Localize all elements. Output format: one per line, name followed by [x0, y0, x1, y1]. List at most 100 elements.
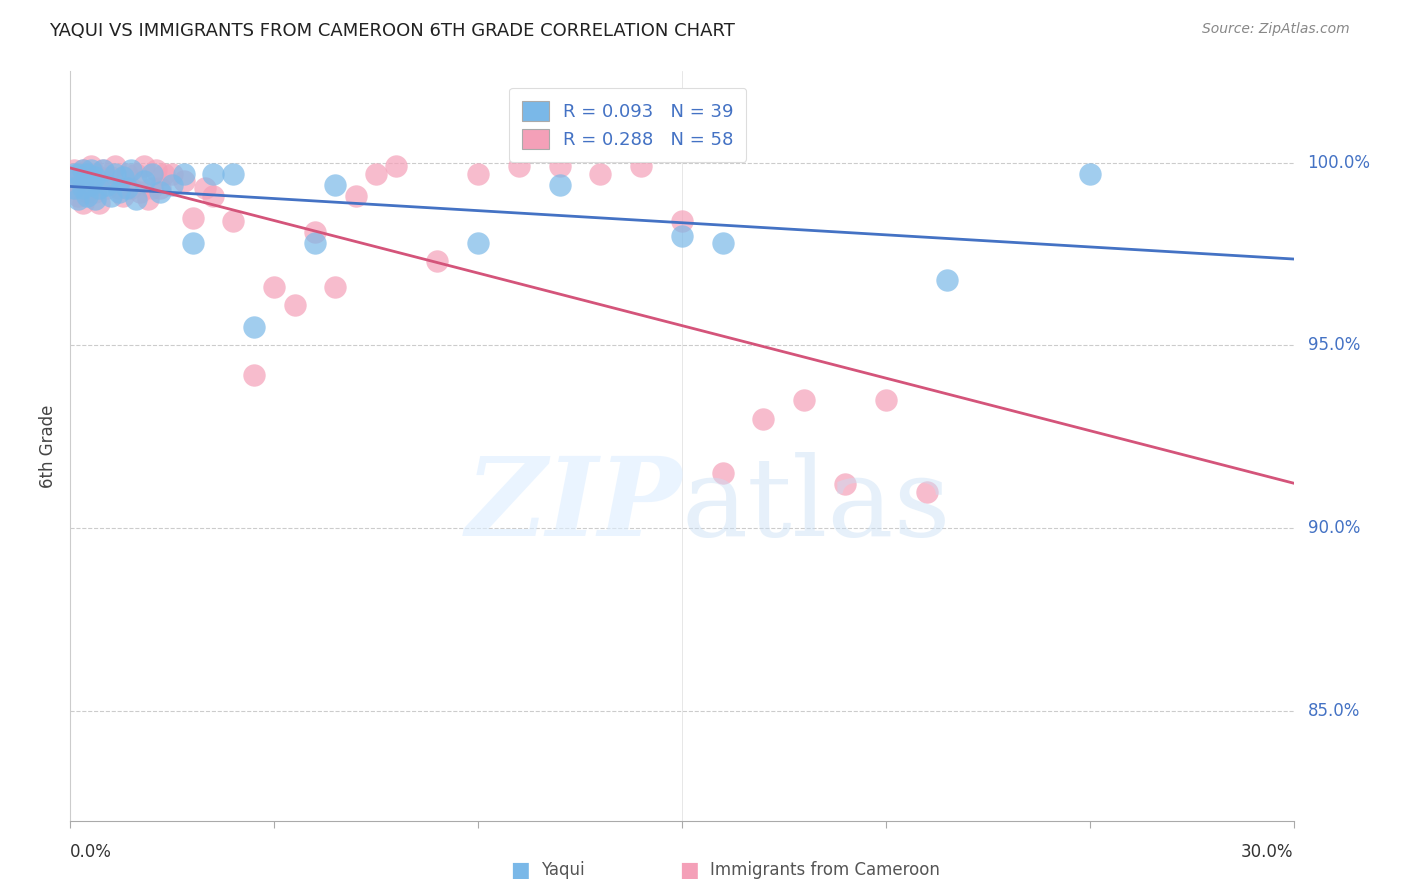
Point — [72, 181, 94, 195]
Point — [467, 167, 489, 181]
Point — [711, 236, 734, 251]
Point — [121, 163, 143, 178]
Point — [108, 185, 131, 199]
Point — [141, 167, 163, 181]
Point — [202, 167, 225, 181]
Point — [112, 170, 135, 185]
Point — [87, 181, 110, 195]
Point — [173, 174, 195, 188]
Text: Source: ZipAtlas.com: Source: ZipAtlas.com — [1202, 22, 1350, 37]
Point — [385, 160, 408, 174]
Point — [366, 167, 388, 181]
Point — [344, 188, 367, 202]
Point — [67, 167, 90, 181]
Text: ZIP: ZIP — [465, 452, 682, 559]
Point — [793, 393, 815, 408]
Point — [72, 163, 94, 178]
Point — [136, 192, 159, 206]
Point — [323, 178, 347, 192]
Point — [124, 192, 146, 206]
Point — [72, 163, 94, 178]
Point — [875, 393, 897, 408]
Point — [508, 160, 530, 174]
Point — [67, 188, 90, 202]
Point — [132, 160, 155, 174]
Point — [100, 188, 122, 202]
Text: 85.0%: 85.0% — [1308, 702, 1360, 720]
Point — [128, 185, 150, 199]
Point — [96, 178, 118, 192]
Text: 100.0%: 100.0% — [1308, 153, 1371, 172]
Point — [63, 167, 86, 181]
Text: Immigrants from Cameroon: Immigrants from Cameroon — [710, 861, 939, 879]
Point — [243, 320, 266, 334]
Point — [72, 196, 94, 211]
Point — [1078, 167, 1101, 181]
Point — [194, 181, 217, 195]
Text: YAQUI VS IMMIGRANTS FROM CAMEROON 6TH GRADE CORRELATION CHART: YAQUI VS IMMIGRANTS FROM CAMEROON 6TH GR… — [49, 22, 735, 40]
Point — [79, 160, 103, 174]
Point — [548, 160, 571, 174]
Point — [87, 170, 110, 185]
Point — [936, 273, 959, 287]
Point — [87, 196, 110, 211]
Point — [153, 167, 176, 181]
Point — [124, 167, 146, 181]
Point — [117, 167, 139, 181]
Point — [145, 163, 167, 178]
Point — [284, 298, 307, 312]
Point — [173, 167, 195, 181]
Point — [243, 368, 266, 382]
Point — [915, 484, 938, 499]
Point — [149, 185, 172, 199]
Point — [76, 188, 98, 202]
Point — [96, 181, 118, 195]
Point — [76, 185, 98, 199]
Point — [834, 477, 856, 491]
Point — [108, 181, 131, 195]
Point — [263, 280, 285, 294]
Text: 95.0%: 95.0% — [1308, 336, 1360, 354]
Point — [83, 170, 105, 185]
Point — [79, 178, 103, 192]
Point — [76, 167, 98, 181]
Point — [323, 280, 347, 294]
Point — [132, 174, 155, 188]
Point — [149, 181, 172, 195]
Text: ■: ■ — [679, 860, 699, 880]
Point — [104, 160, 127, 174]
Point — [162, 178, 183, 192]
Point — [589, 167, 612, 181]
Point — [72, 178, 94, 192]
Point — [141, 181, 163, 195]
Point — [671, 228, 693, 243]
Point — [304, 236, 326, 251]
Point — [83, 185, 105, 199]
Point — [83, 192, 105, 206]
Point — [112, 188, 135, 202]
Point — [76, 167, 98, 181]
Point — [752, 411, 775, 425]
Point — [671, 214, 693, 228]
Point — [548, 178, 571, 192]
Legend: R = 0.093   N = 39, R = 0.288   N = 58: R = 0.093 N = 39, R = 0.288 N = 58 — [509, 88, 747, 162]
Point — [91, 163, 114, 178]
Y-axis label: 6th Grade: 6th Grade — [39, 404, 58, 488]
Point — [222, 214, 245, 228]
Point — [79, 163, 103, 178]
Point — [304, 225, 326, 239]
Text: atlas: atlas — [682, 452, 952, 559]
Point — [63, 163, 86, 178]
Text: ■: ■ — [510, 860, 530, 880]
Point — [79, 174, 103, 188]
Point — [91, 163, 114, 178]
Point — [181, 211, 204, 225]
Point — [67, 192, 90, 206]
Text: 0.0%: 0.0% — [70, 843, 112, 861]
Point — [202, 188, 225, 202]
Text: 30.0%: 30.0% — [1241, 843, 1294, 861]
Point — [467, 236, 489, 251]
Point — [630, 160, 652, 174]
Text: Yaqui: Yaqui — [541, 861, 585, 879]
Point — [63, 181, 86, 195]
